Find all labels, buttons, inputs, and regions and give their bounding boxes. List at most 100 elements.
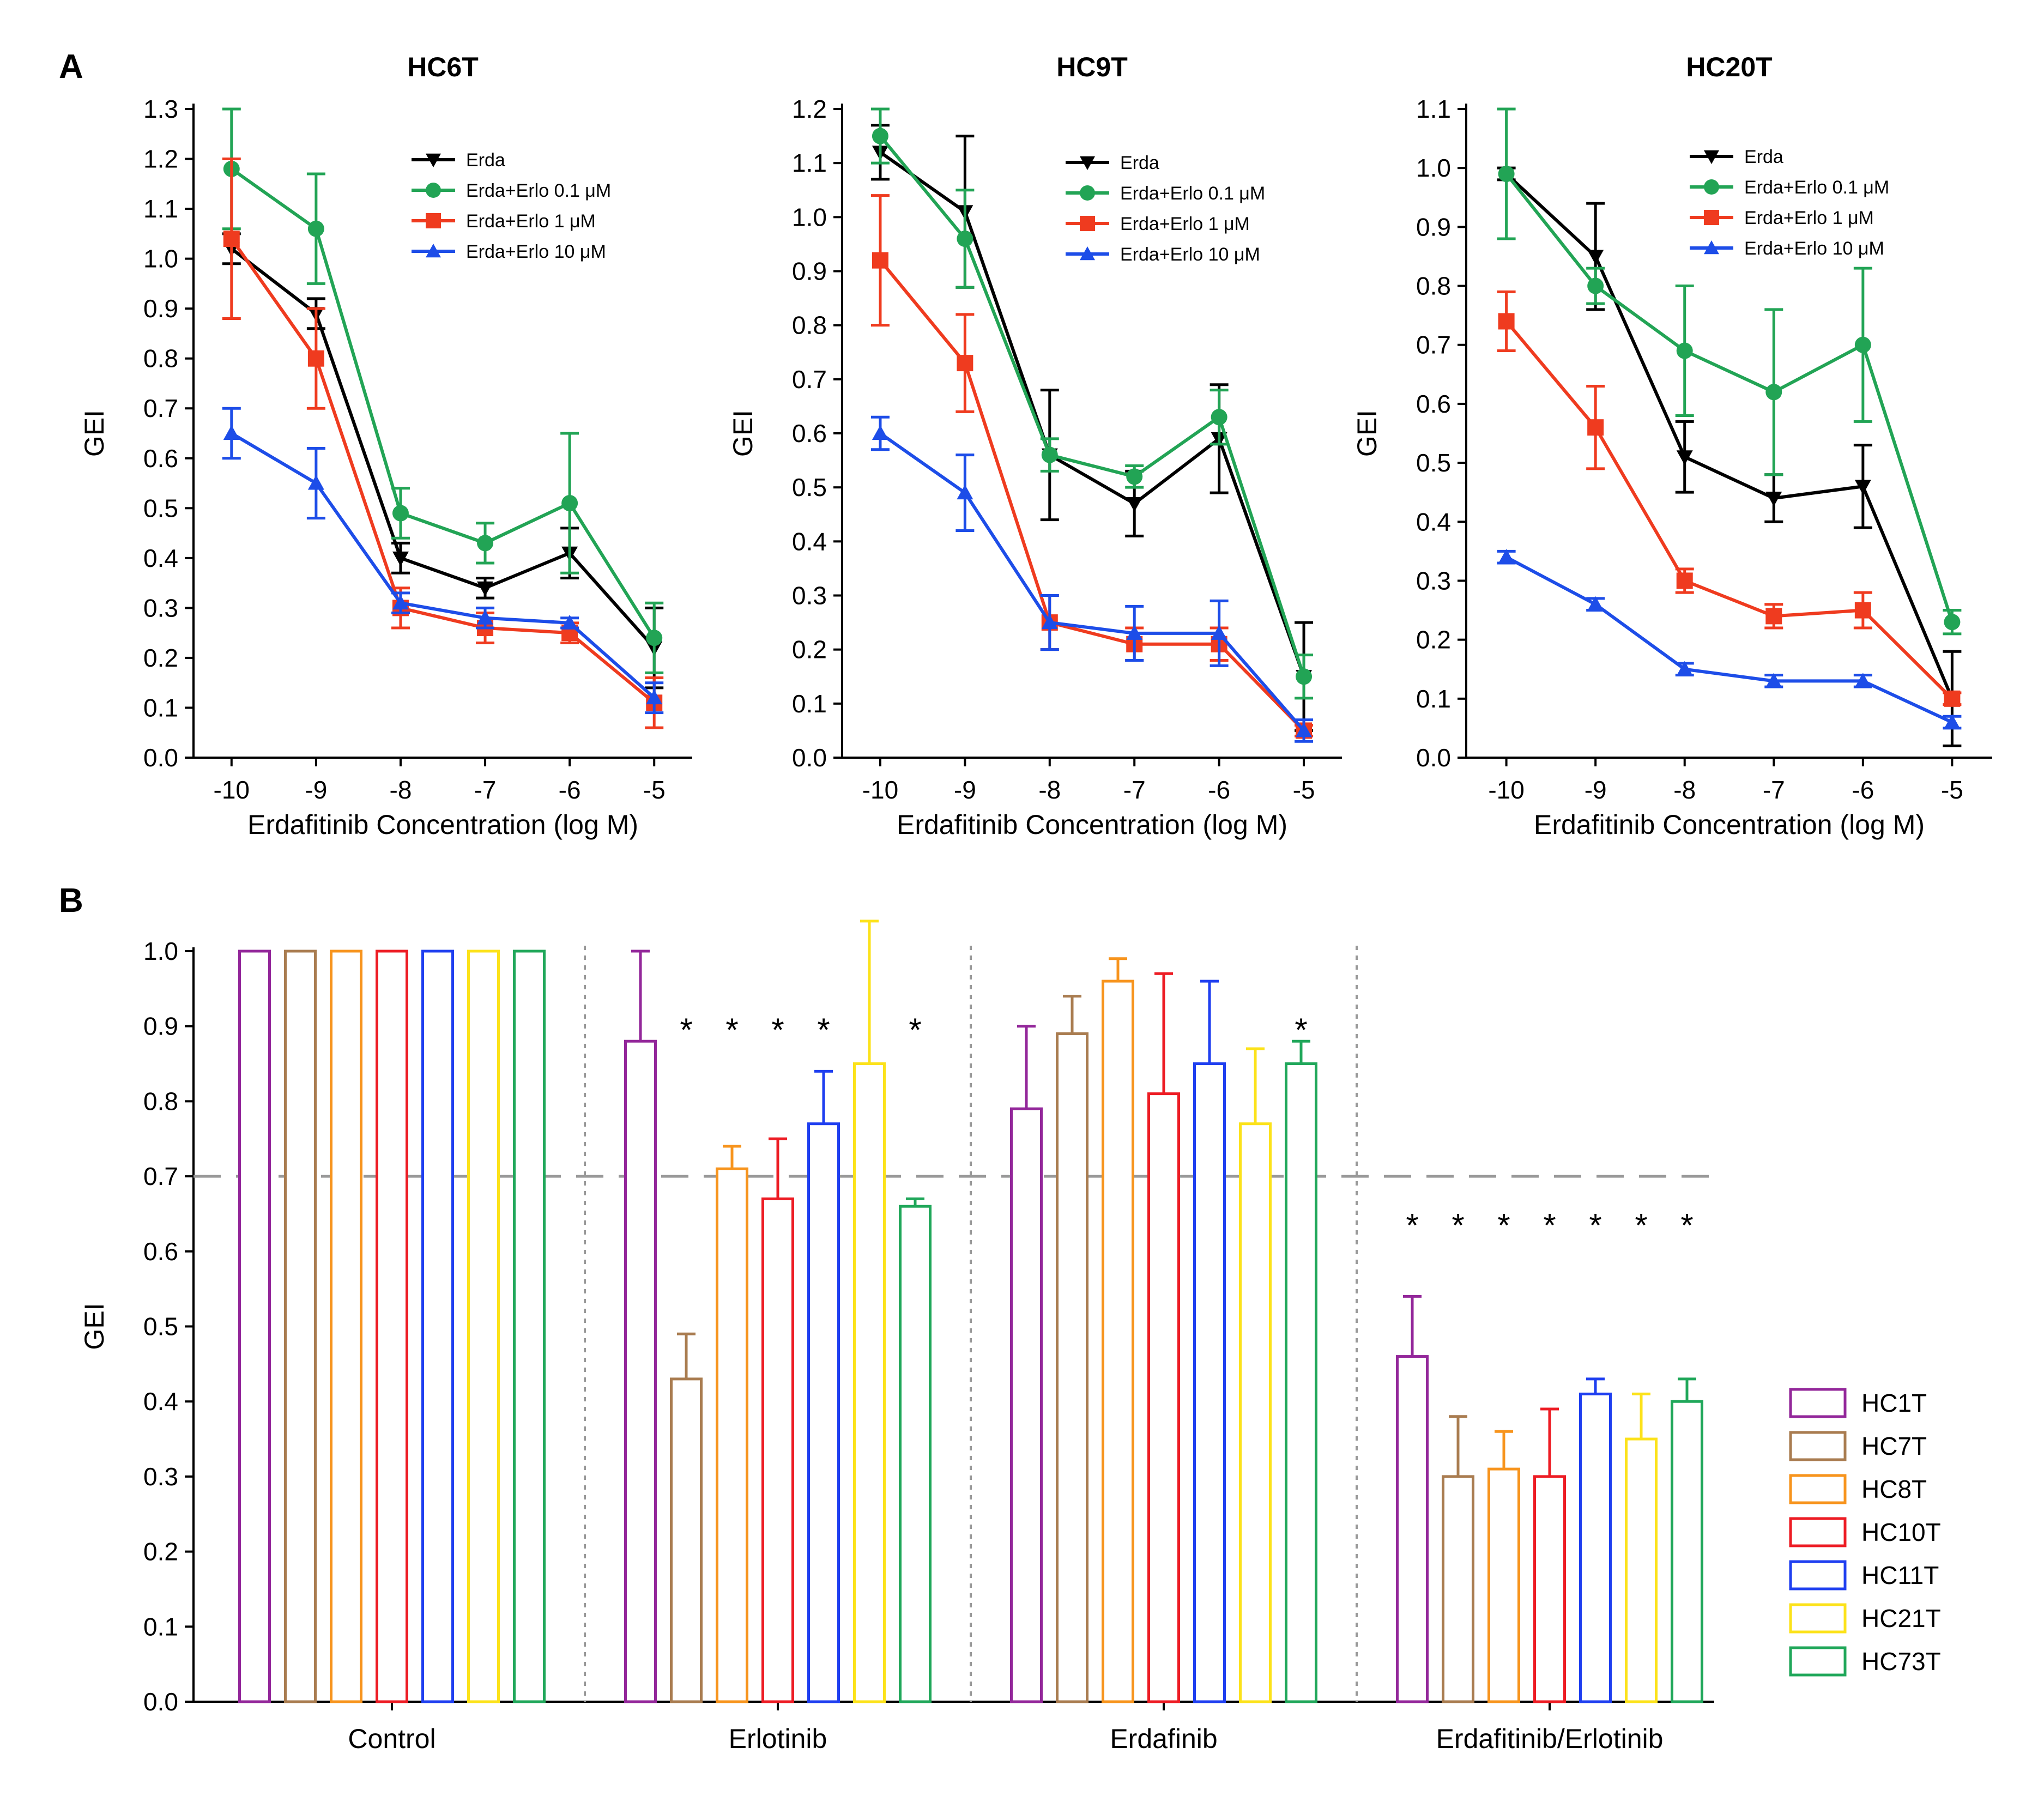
x-tick-label: -9 — [305, 776, 327, 804]
data-point — [1765, 608, 1782, 625]
data-point — [1296, 722, 1313, 737]
bar-hc21t — [1625, 1437, 1658, 1703]
data-point — [561, 614, 578, 630]
series-line — [879, 432, 1305, 732]
data-point — [1676, 450, 1693, 465]
data-point — [646, 630, 663, 646]
legend-label: HC21T — [1861, 1604, 1941, 1632]
x-tick-label: -10 — [862, 776, 898, 804]
legend-label: Erda+Erlo 10 μM — [466, 241, 606, 262]
legend-label: Erda+Erlo 1 μM — [1120, 214, 1250, 234]
series-erda-erlo-1-m — [1497, 290, 1962, 707]
x-tick-label: -10 — [1488, 776, 1524, 804]
y-tick-label: 0.5 — [1416, 449, 1451, 477]
bar-hc11t — [421, 950, 454, 1703]
bar-hc7t — [1056, 1032, 1088, 1703]
x-tick-label: -7 — [1123, 776, 1146, 804]
y-tick-label: 0.2 — [792, 636, 827, 664]
legend-marker — [1704, 210, 1719, 225]
panel-a-label: A — [59, 48, 83, 86]
bar-hc11t — [807, 1122, 840, 1703]
legend-marker — [426, 213, 441, 228]
y-tick-label: 0.8 — [792, 311, 827, 340]
data-point — [1676, 572, 1693, 589]
legend-swatch — [1789, 1474, 1847, 1504]
y-tick-label: 0.3 — [1416, 566, 1451, 595]
bar-hc73t — [1671, 1400, 1703, 1703]
data-point — [872, 425, 888, 440]
bar-hc73t — [1285, 1062, 1317, 1703]
y-tick-label: 0.9 — [792, 257, 827, 286]
bar-hc10t — [1533, 1475, 1566, 1703]
legend-item-erda: Erda — [1066, 153, 1159, 173]
significance-star: * — [1635, 1207, 1647, 1243]
series-line — [230, 247, 656, 649]
legend-marker — [426, 183, 441, 198]
data-point — [1944, 614, 1961, 631]
data-point — [957, 231, 973, 247]
legend-item-hc1t: HC1T — [1789, 1388, 1927, 1418]
data-point — [872, 252, 888, 269]
y-tick-label: 0.6 — [143, 444, 178, 473]
y-tick-label: 0.0 — [792, 743, 827, 772]
x-axis-label: Erdafitinib Concentration (log M) — [1534, 809, 1925, 840]
legend-item-erda-erlo-10-m: Erda+Erlo 10 μM — [1066, 244, 1260, 265]
data-point — [1587, 596, 1604, 611]
data-point — [1498, 313, 1515, 330]
series-line — [1505, 173, 1954, 623]
y-tick-label: 1.1 — [1416, 95, 1451, 123]
x-tick-label: -9 — [1585, 776, 1607, 804]
data-point — [872, 128, 888, 144]
panel-b-label: B — [59, 882, 83, 920]
significance-star: * — [725, 1012, 738, 1048]
bar-hc73t — [513, 950, 546, 1703]
legend-marker — [1704, 179, 1719, 195]
data-point — [1676, 661, 1693, 676]
legend-marker — [426, 153, 441, 167]
legend-label: HC7T — [1861, 1432, 1927, 1460]
legend-label: Erda — [466, 150, 505, 171]
significance-star: * — [1452, 1207, 1464, 1243]
y-tick-label: 0.7 — [1416, 331, 1451, 359]
data-point — [477, 581, 494, 596]
y-tick-label: 1.2 — [792, 95, 827, 123]
data-point — [1854, 480, 1871, 495]
significance-star: * — [680, 1012, 692, 1048]
x-tick-label: -6 — [1852, 776, 1874, 804]
legend-swatch — [1789, 1388, 1847, 1418]
series-line — [879, 150, 1305, 678]
x-tick-label: -8 — [1673, 776, 1696, 804]
data-point — [1587, 277, 1604, 294]
series-line — [231, 432, 656, 699]
bar-group-erdafitinib-erlotinib: Erdafitinib/Erlotinib * * * * * * * — [1396, 1207, 1703, 1754]
y-tick-label: 0.1 — [143, 1612, 178, 1641]
y-tick-label: 1.1 — [143, 195, 178, 223]
y-tick-label: 0.4 — [143, 544, 178, 572]
data-point — [646, 690, 663, 705]
x-axis-label: Erdafitinib Concentration (log M) — [247, 809, 638, 840]
legend-marker — [1704, 240, 1719, 255]
y-tick-label: 0.0 — [143, 1688, 178, 1716]
series-erda — [1497, 166, 1962, 747]
bar-hc1t — [1396, 1355, 1429, 1703]
x-tick-label: -6 — [1208, 776, 1230, 804]
y-tick-label: 0.3 — [143, 594, 178, 622]
legend-label: Erda+Erlo 0.1 μM — [1120, 183, 1265, 204]
legend-item-erda-erlo-1-m: Erda+Erlo 1 μM — [412, 211, 596, 232]
category-label: Erlotinib — [729, 1724, 827, 1754]
legend-item-erda-erlo-0-1-m: Erda+Erlo 0.1 μM — [1066, 183, 1265, 204]
y-tick-label: 0.5 — [792, 473, 827, 501]
y-axis-label: GEI — [79, 410, 110, 457]
legend-item-hc73t: HC73T — [1789, 1646, 1941, 1677]
x-tick-label: -5 — [643, 776, 666, 804]
bar-hc1t — [624, 1039, 657, 1703]
legend-swatch — [1789, 1560, 1847, 1591]
data-point — [1498, 549, 1515, 564]
category-label: Erdafinib — [1110, 1724, 1217, 1754]
significance-star: * — [771, 1012, 784, 1048]
x-tick-label: -5 — [1293, 776, 1315, 804]
y-tick-label: 0.1 — [143, 693, 178, 722]
data-point — [392, 595, 409, 610]
series-erda-erlo-0-1-m — [1497, 107, 1962, 636]
legend-label: Erda+Erlo 0.1 μM — [466, 180, 611, 201]
